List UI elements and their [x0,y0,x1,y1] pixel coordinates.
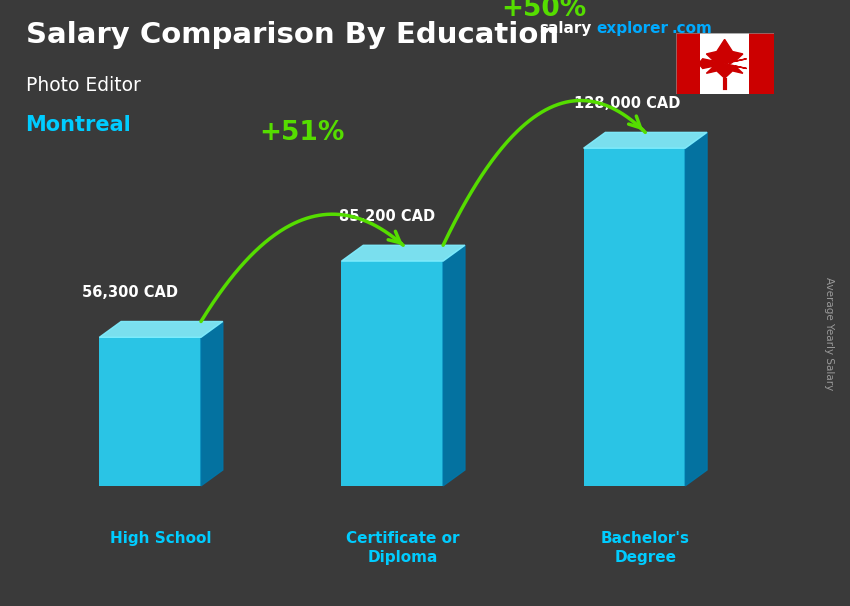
Text: explorer: explorer [597,21,669,36]
Bar [700,33,749,94]
Text: Average Yearly Salary: Average Yearly Salary [824,277,834,390]
Text: Montreal: Montreal [26,115,131,135]
Polygon shape [99,322,223,338]
Bar [584,148,685,486]
Polygon shape [201,322,223,486]
Text: Certificate or
Diploma: Certificate or Diploma [347,531,460,565]
Bar [676,33,700,94]
Bar [749,33,774,94]
Text: +51%: +51% [259,120,345,146]
Text: Salary Comparison By Education: Salary Comparison By Education [26,21,558,49]
Polygon shape [584,132,707,148]
Text: 56,300 CAD: 56,300 CAD [82,285,178,301]
Text: +50%: +50% [502,0,586,22]
Polygon shape [685,132,707,486]
Text: ✿: ✿ [714,52,735,76]
Text: 85,200 CAD: 85,200 CAD [339,209,435,224]
Polygon shape [342,245,465,261]
Text: High School: High School [110,531,212,545]
Text: 128,000 CAD: 128,000 CAD [574,96,680,112]
Polygon shape [699,39,746,78]
Text: Bachelor's
Degree: Bachelor's Degree [601,531,690,565]
Bar [342,261,443,486]
Polygon shape [443,245,465,486]
Bar [99,338,201,486]
Text: .com: .com [672,21,712,36]
Text: Photo Editor: Photo Editor [26,76,140,95]
Text: salary: salary [540,21,592,36]
